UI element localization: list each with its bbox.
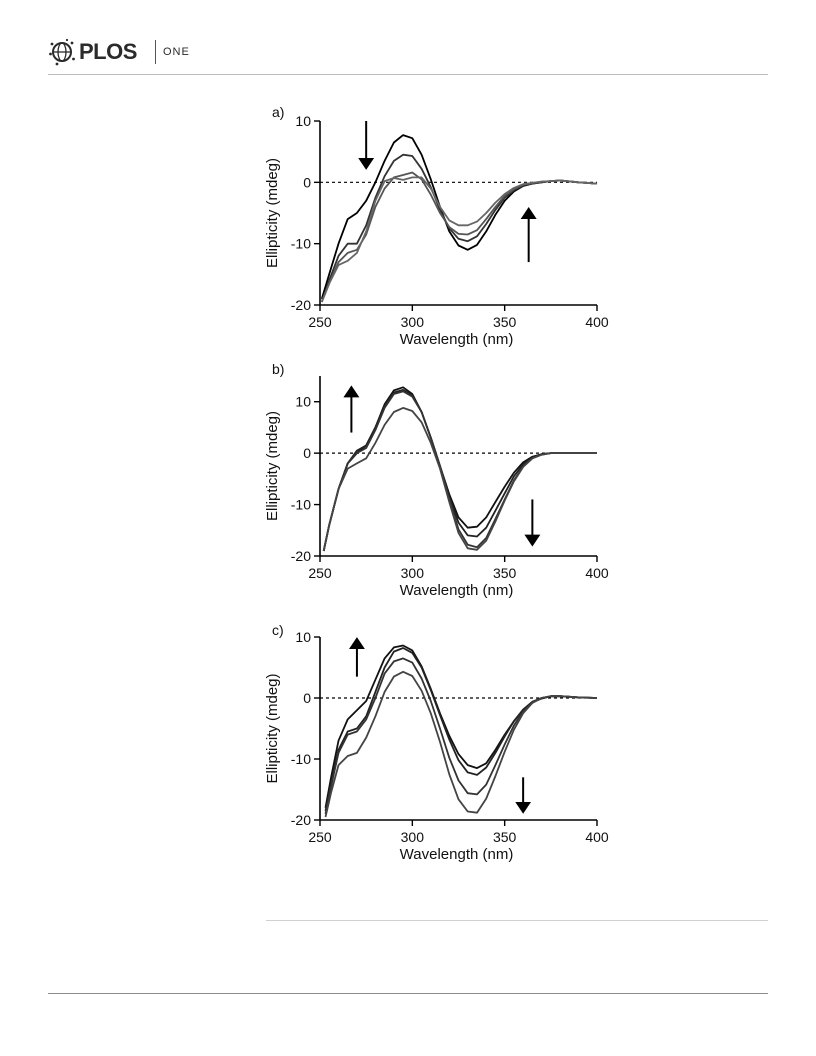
x-tick-label: 400 [585, 829, 609, 845]
panel-label: c) [272, 622, 284, 638]
x-tick-label: 250 [308, 565, 332, 581]
y-tick-label: -20 [291, 548, 311, 564]
y-tick-label: 10 [295, 394, 311, 410]
y-tick-label: -10 [291, 497, 311, 513]
y-tick-label: -10 [291, 751, 311, 767]
logo-text: PLOS [79, 39, 137, 64]
y-tick-label: -10 [291, 236, 311, 252]
y-tick-label: 10 [295, 113, 311, 129]
chart-panel-b: b) -20 -10 0 10 250 300 350 400 Wavelength (nm) El… [264, 361, 609, 599]
x-tick-label: 400 [585, 565, 609, 581]
series-line-3 [322, 390, 597, 552]
header-divider [48, 74, 768, 75]
x-tick-label: 250 [308, 314, 332, 330]
y-tick-label: -20 [291, 812, 311, 828]
series-line-2 [322, 388, 597, 552]
panel-label: b) [272, 361, 284, 377]
footer-divider [48, 993, 768, 994]
y-tick-label: 10 [295, 629, 311, 645]
plos-logo-icon [49, 38, 75, 66]
y-tick-label: 0 [303, 690, 311, 706]
logo-divider [155, 40, 156, 64]
series-line-4 [324, 670, 598, 818]
x-tick-label: 250 [308, 829, 332, 845]
x-tick-label: 300 [401, 314, 425, 330]
y-tick-label: -20 [291, 297, 311, 313]
x-axis-label: Wavelength (nm) [400, 582, 514, 599]
y-tick-label: 0 [303, 445, 311, 461]
series-line-2 [324, 647, 598, 812]
x-tick-label: 300 [401, 565, 425, 581]
y-axis-label: Ellipticity (mdeg) [264, 411, 281, 521]
journal-header: PLOS ONE [48, 38, 348, 66]
journal-name: ONE [163, 46, 190, 58]
x-tick-label: 350 [493, 565, 517, 581]
x-tick-label: 350 [493, 314, 517, 330]
x-tick-label: 350 [493, 829, 517, 845]
panel-label: a) [272, 104, 284, 120]
y-tick-label: 0 [303, 174, 311, 190]
y-axis-label: Ellipticity (mdeg) [264, 158, 281, 268]
series-line-4 [320, 176, 598, 303]
chart-panel-c: c) -20 -10 0 10 250 300 350 400 Wavelength (nm) El… [264, 622, 609, 863]
series-line-1 [320, 134, 598, 300]
series-line-4 [322, 406, 597, 552]
y-axis-label: Ellipticity (mdeg) [264, 673, 281, 783]
x-axis-label: Wavelength (nm) [400, 846, 514, 863]
x-tick-label: 400 [585, 314, 609, 330]
series-line-2 [320, 153, 598, 303]
x-axis-label: Wavelength (nm) [400, 331, 514, 348]
figure-divider [266, 920, 768, 921]
x-tick-label: 300 [401, 829, 425, 845]
chart-panel-a: a) -20 -10 0 10 250 300 350 400 Wavelength (nm) El… [264, 104, 609, 348]
